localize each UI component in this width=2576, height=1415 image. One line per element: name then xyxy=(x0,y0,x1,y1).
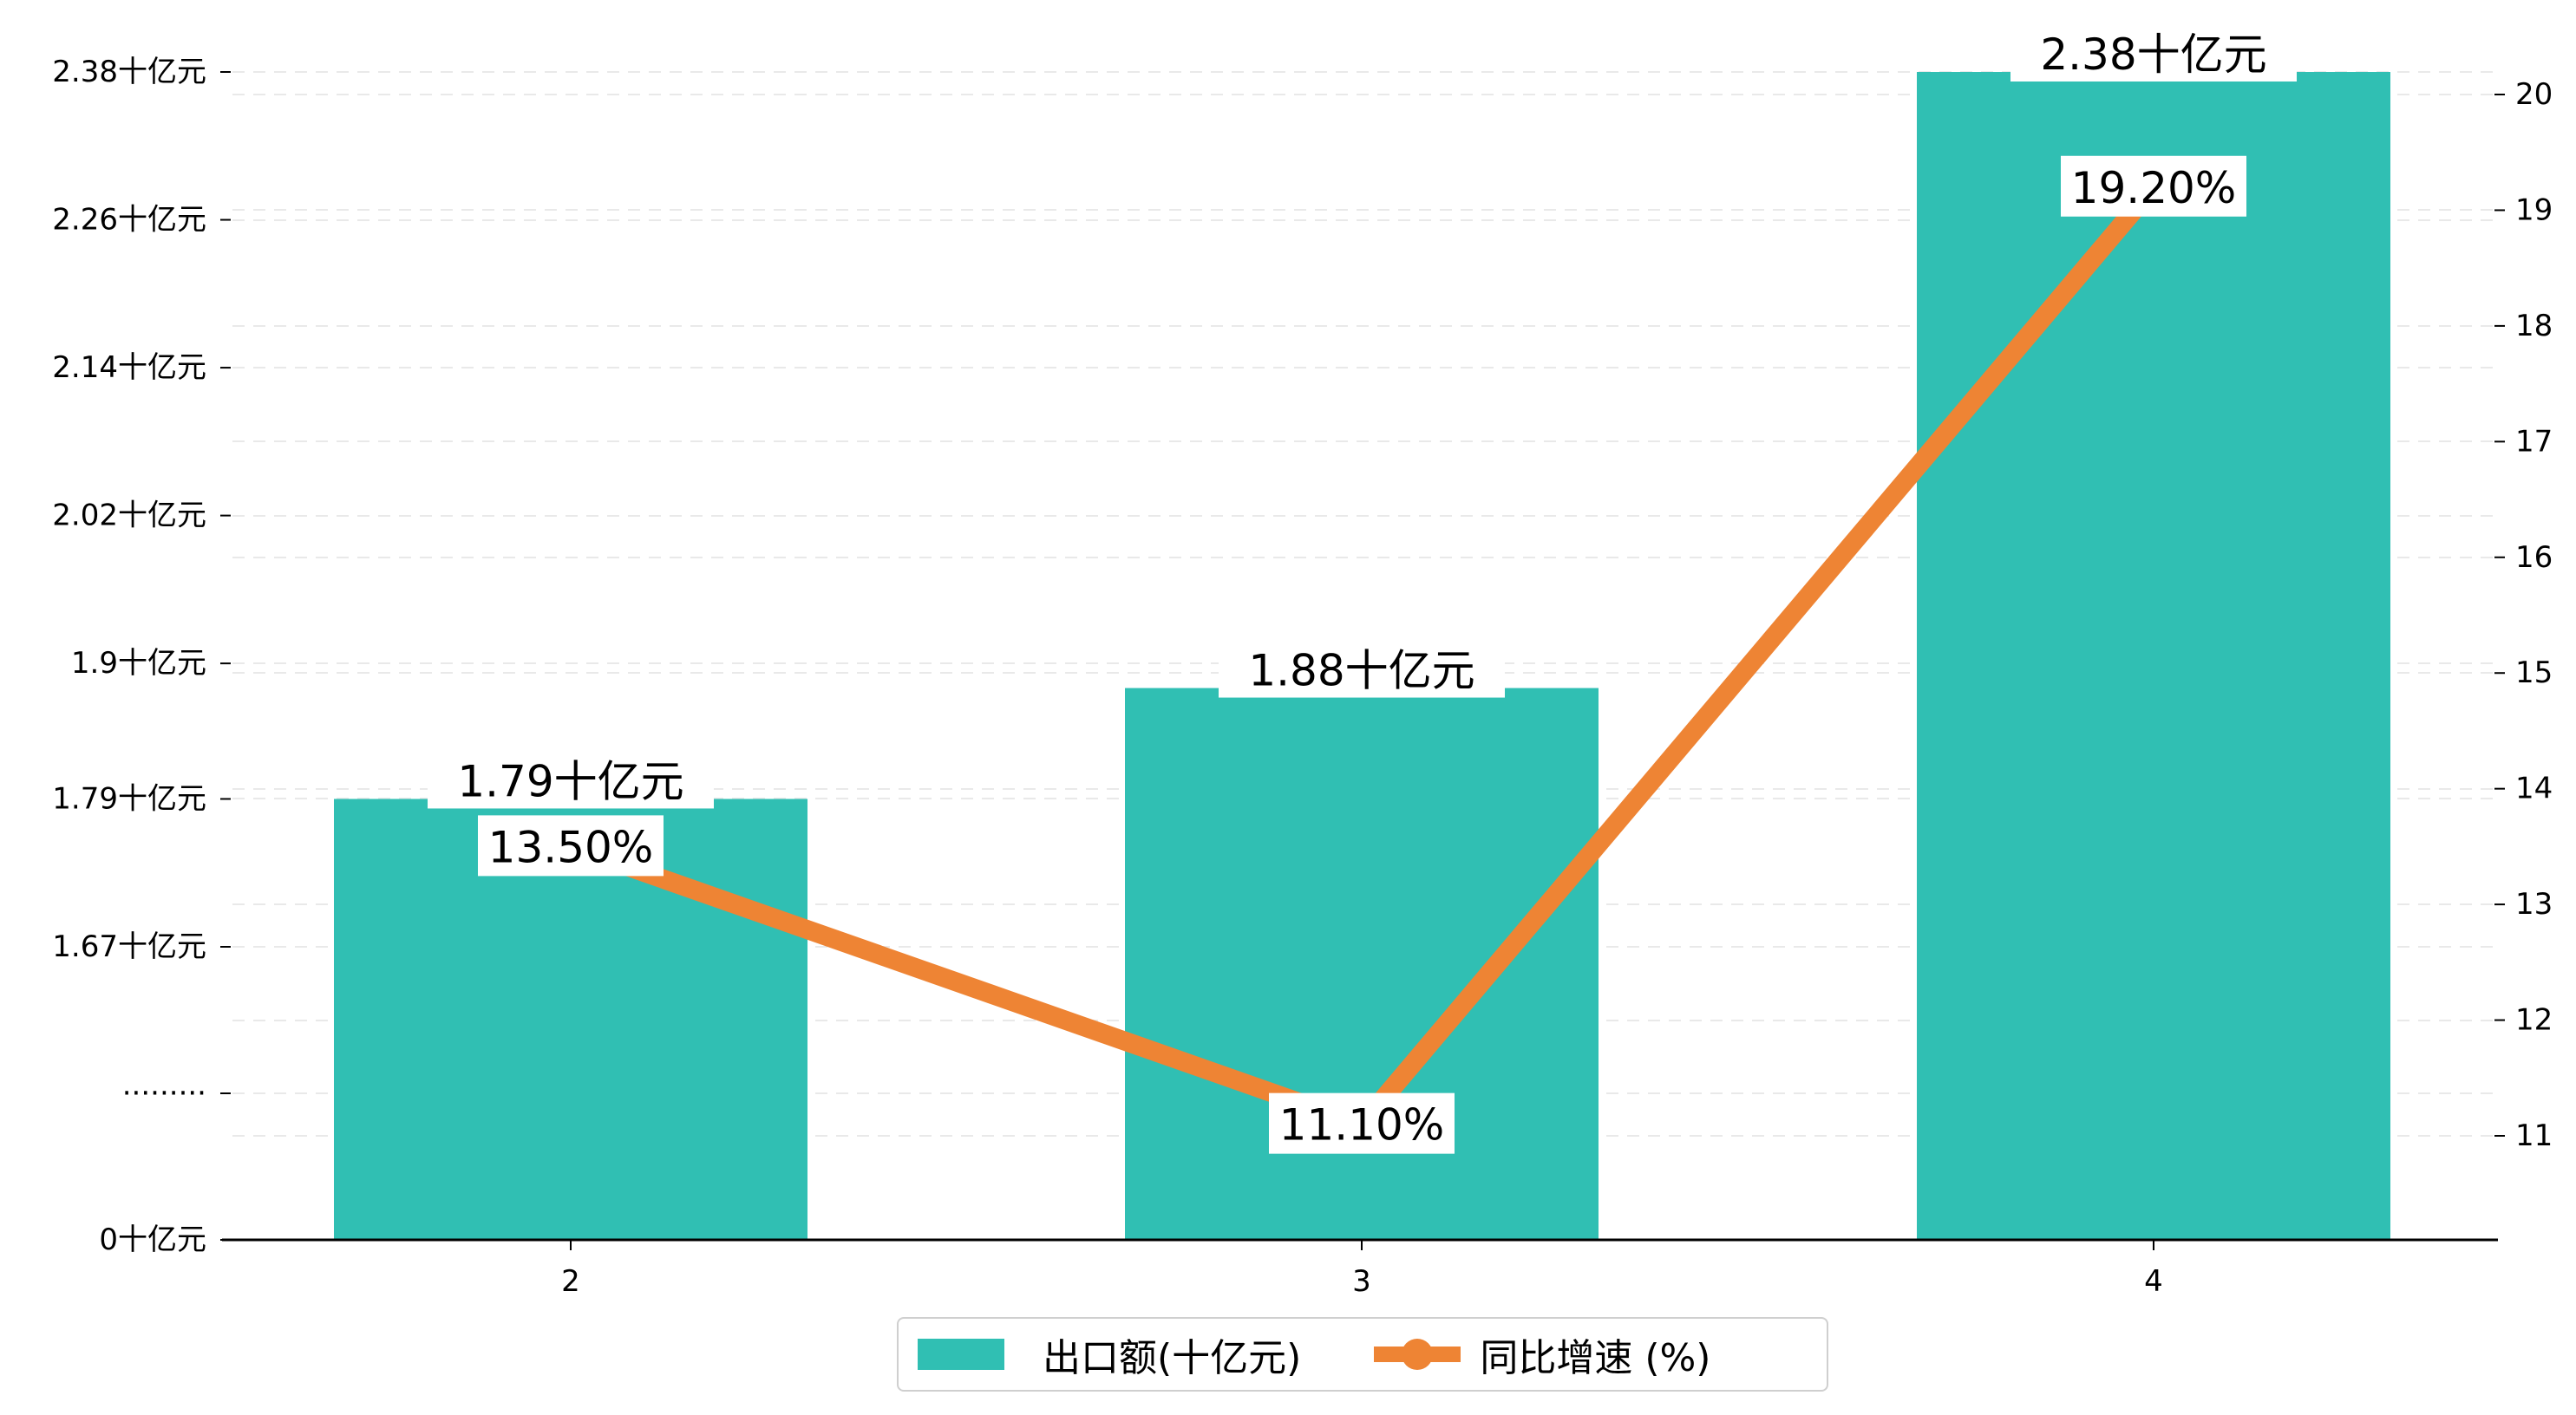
line-value-labels: 13.50% 11.10% 19.20% xyxy=(478,155,2246,1154)
legend-line-label: 同比增速 (%) xyxy=(1480,1336,1711,1380)
right-tick-label: 19 xyxy=(2515,192,2553,227)
right-tick-label: 12 xyxy=(2515,1003,2553,1038)
bar-value-label: 1.79十亿元 xyxy=(457,756,683,806)
right-tick-label: 20 xyxy=(2515,77,2553,112)
bar-value-label: 1.88十亿元 xyxy=(1248,646,1474,696)
right-tick-label: 14 xyxy=(2515,772,2553,806)
left-tick-label: 1.9十亿元 xyxy=(71,646,206,681)
left-tick-label: 1.67十亿元 xyxy=(52,929,206,964)
right-tick-label: 11 xyxy=(2515,1118,2553,1153)
bar-series xyxy=(334,72,2390,1240)
bar-value-label-box xyxy=(428,751,714,809)
bar-4 xyxy=(1917,72,2390,1240)
left-tick-label: 1.79十亿元 xyxy=(52,781,206,816)
right-tick-label: 16 xyxy=(2515,540,2553,575)
left-tick-label: 2.14十亿元 xyxy=(52,350,206,385)
x-tick-label: 3 xyxy=(1352,1264,1371,1299)
legend-bar-label: 出口额(十亿元) xyxy=(1043,1336,1302,1380)
legend-item-line: 同比增速 (%) xyxy=(1372,1327,1710,1382)
line-value-label-box xyxy=(478,815,664,877)
line-value-label: 19.20% xyxy=(2071,163,2237,213)
x-tick-label: 2 xyxy=(561,1264,580,1299)
bar-value-label-box xyxy=(1219,640,1505,698)
left-tick-label: 0十亿元 xyxy=(99,1223,206,1257)
legend-line-swatch xyxy=(1374,1339,1461,1370)
bar-value-labels: 1.79十亿元 1.88十亿元 2.38十亿元 xyxy=(428,24,2297,809)
bar-value-label-box xyxy=(2010,24,2297,82)
bar-3 xyxy=(1125,688,1599,1240)
line-value-label-box xyxy=(2061,155,2246,217)
x-tick-label: 4 xyxy=(2144,1264,2163,1299)
line-value-label-box xyxy=(1269,1092,1455,1154)
left-tick-label: ········· xyxy=(122,1076,206,1111)
line-value-label: 11.10% xyxy=(1279,1100,1445,1151)
x-axis-ticks: 2 3 4 xyxy=(561,1240,2163,1299)
right-tick-label: 15 xyxy=(2515,655,2553,690)
right-tick-label: 17 xyxy=(2515,424,2553,459)
legend-bar-swatch xyxy=(918,1339,1004,1370)
legend-item-bar: 出口额(十亿元) xyxy=(918,1327,1301,1382)
right-tick-label: 18 xyxy=(2515,309,2553,343)
bar-value-label: 2.38十亿元 xyxy=(2040,29,2266,80)
left-tick-label: 2.02十亿元 xyxy=(52,499,206,533)
left-tick-label: 2.26十亿元 xyxy=(52,203,206,238)
left-axis-ticks: 0十亿元 ········· 1.67十亿元 1.79十亿元 1.9十亿元 2.02十亿元… xyxy=(52,55,231,1257)
line-value-label: 13.50% xyxy=(488,822,654,872)
left-tick-label: 2.38十亿元 xyxy=(52,55,206,89)
right-tick-label: 13 xyxy=(2515,887,2553,922)
right-axis-ticks: 11 12 13 14 15 16 17 18 19 20 xyxy=(2494,77,2553,1153)
legend: 出口额(十亿元) 同比增速 (%) xyxy=(897,1317,1828,1392)
